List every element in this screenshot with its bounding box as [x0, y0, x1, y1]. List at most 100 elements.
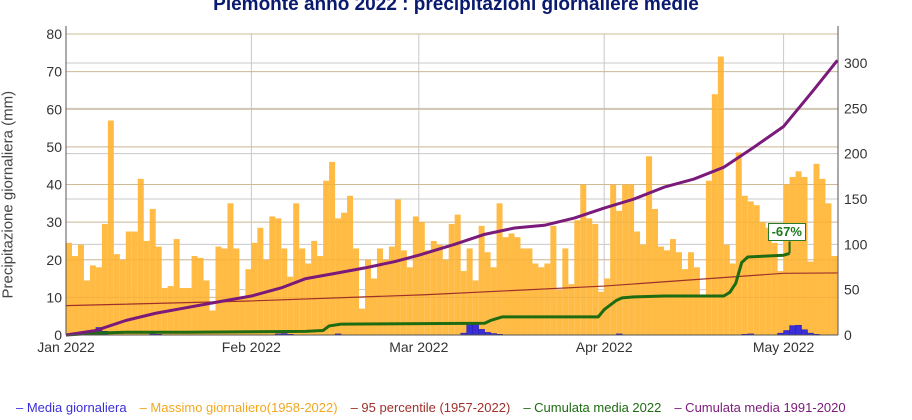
max-bar	[699, 297, 706, 335]
max-bar	[532, 263, 539, 335]
max-bar	[119, 259, 126, 335]
max-bar	[347, 195, 354, 335]
legend-item[interactable]: – Cumulata media 2022	[523, 400, 662, 415]
x-tick-label: Jan 2022	[37, 339, 95, 355]
daily-bar	[478, 329, 485, 336]
legend-item[interactable]: – Massimo giornaliero(1958-2022)	[139, 400, 338, 415]
max-bar	[783, 184, 790, 335]
max-bar	[406, 267, 413, 335]
legend-item[interactable]: – 95 percentile (1957-2022)	[350, 400, 511, 415]
max-bar	[191, 255, 198, 335]
max-bar	[496, 203, 503, 335]
max-bar	[311, 240, 318, 335]
y-right-tick-label: 50	[844, 282, 860, 298]
max-bar	[370, 278, 377, 335]
max-bar	[693, 267, 700, 335]
y-tick-label: 20	[46, 252, 62, 268]
max-bar	[335, 218, 342, 335]
y-right-tick-label: 200	[844, 146, 868, 162]
max-bar	[353, 248, 360, 335]
max-bar	[580, 184, 587, 335]
daily-bar	[795, 324, 802, 336]
max-bar	[669, 239, 676, 335]
legend-item[interactable]: – Media giornaliera	[16, 400, 127, 415]
max-bar	[550, 225, 557, 335]
max-bar	[622, 184, 629, 335]
y-tick-label: 80	[46, 26, 62, 42]
max-bar	[125, 231, 132, 335]
max-bar	[299, 248, 306, 335]
max-bar	[508, 233, 515, 335]
max-bar	[359, 308, 365, 335]
y-right-tick-label: 300	[844, 55, 868, 71]
max-bar	[221, 248, 228, 335]
max-bar	[717, 56, 724, 335]
max-bar	[801, 176, 808, 335]
daily-bar	[472, 323, 479, 336]
max-bar	[664, 250, 670, 335]
max-bar	[101, 224, 108, 335]
max-bar	[681, 269, 688, 335]
max-bar	[484, 252, 491, 335]
max-bar	[71, 255, 78, 335]
max-bar	[197, 257, 204, 335]
y-right-tick-label: 150	[844, 191, 868, 207]
max-bar	[66, 242, 72, 335]
max-bar	[454, 214, 461, 335]
max-bar	[574, 220, 581, 335]
max-bar	[281, 248, 288, 335]
max-bar	[831, 255, 838, 335]
max-bar	[759, 222, 766, 335]
max-bar	[329, 161, 336, 335]
max-bar	[741, 195, 748, 335]
max-bar	[640, 244, 647, 335]
max-bar	[418, 222, 425, 335]
max-bar	[687, 252, 694, 335]
daily-bar	[783, 330, 790, 336]
max-bar	[478, 225, 485, 335]
max-bar	[777, 271, 784, 335]
y-right-tick-label: 0	[844, 327, 852, 343]
max-bar	[382, 259, 389, 335]
max-bar	[646, 156, 653, 335]
max-bar	[442, 259, 449, 335]
max-bar	[490, 267, 497, 335]
max-bar	[263, 259, 270, 335]
y-tick-label: 10	[46, 289, 62, 305]
max-bar	[526, 248, 533, 335]
y-tick-label: 50	[46, 139, 62, 155]
max-bar	[658, 246, 664, 335]
max-bar	[460, 271, 467, 335]
max-bar	[544, 263, 551, 335]
max-bar	[436, 244, 443, 335]
max-bar	[592, 224, 599, 335]
max-bar	[652, 208, 659, 335]
max-bar	[131, 231, 138, 335]
max-bar	[538, 267, 545, 335]
max-bar	[173, 239, 180, 335]
x-tick-label: Mar 2022	[389, 339, 448, 355]
max-bar	[616, 210, 623, 335]
max-bar	[107, 120, 114, 335]
max-bar	[466, 248, 473, 335]
y-right-tick-label: 250	[844, 100, 868, 116]
max-bar	[77, 244, 84, 335]
cumulative-2022-line	[65, 251, 791, 337]
x-tick-label: May 2022	[753, 339, 815, 355]
max-bar	[394, 199, 401, 335]
max-bar	[251, 242, 258, 335]
max-bar	[317, 255, 324, 335]
max-bar	[765, 227, 772, 335]
max-bar	[448, 224, 455, 335]
max-bar	[143, 240, 150, 335]
chart-title: Piemonte anno 2022 : precipitazioni gior…	[213, 0, 699, 15]
y-tick-label: 30	[46, 214, 62, 230]
max-bar	[275, 218, 282, 335]
max-bar	[771, 242, 778, 335]
max-bar	[400, 250, 407, 335]
legend-item[interactable]: – Cumulata media 1991-2020	[674, 400, 846, 415]
legend: – Media giornaliera – Massimo giornaliero…	[16, 400, 846, 415]
max-bar	[424, 250, 431, 335]
max-bar	[628, 184, 635, 335]
daily-bar	[801, 329, 808, 336]
